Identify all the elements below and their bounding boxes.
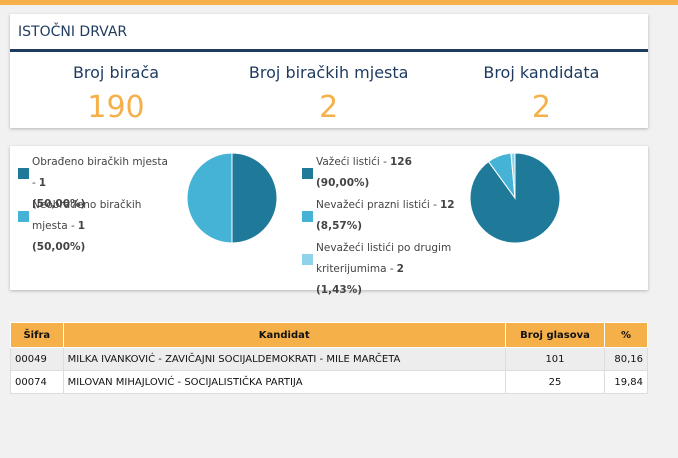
legend-swatch [302,254,313,265]
legend-percent: (90,00%) [316,177,370,189]
legend-swatch [302,168,313,179]
legend-value: 126 [389,156,412,168]
pie-slice [186,152,233,244]
legend-text: Neobrađeno biračkih mjesta -1 (50,00%) [32,195,172,258]
legend-percent: (1,43%) [316,284,363,296]
table-cell: 80,16 [604,347,648,371]
legend-text: Obrađeno biračkih mjesta -1 (50,00%) [32,152,172,215]
pie-slice [510,152,516,199]
pie-slice [231,152,278,244]
legend-percent: (50,00%) [32,241,86,253]
legend-value: 12 [439,199,455,211]
legend-swatch [18,211,29,222]
legend-value: 1 [77,220,86,232]
stat-value: 2 [531,90,551,125]
legend-percent: (8,57%) [316,220,363,232]
stat-label: Broj birača [72,63,160,82]
table-row: 00074 MILOVAN MIHAJLOVIĆ - SOCIJALISTIČKA… [10,370,648,394]
top-bar [0,0,678,5]
column-header: Broj glasova [504,322,606,348]
legend-text: Nevažeći listići po drugim kriterijumima… [316,238,456,301]
table-cell: 00074 [10,370,64,394]
table-cell: 19,84 [604,370,648,394]
results-table: Šifra Kandidat Broj glasova% 00049 MILKA IVA… [10,322,648,394]
column-header: Kandidat [62,322,506,348]
stat-value: 190 [87,90,145,125]
stat-label: Broj kandidata [483,63,600,82]
table-cell: 25 [504,370,606,394]
table-cell: 101 [504,347,606,371]
divider [10,49,648,52]
legend-value: 2 [396,263,404,275]
legend-label: Nevažeći prazni listići - [316,199,437,211]
summary-card [10,14,648,128]
legend-label: Nevažeći listići po drugim kriterijumima… [316,242,452,275]
table-row: 00049 MILKA IVANKOVIĆ - ZAVIČAJNI SOCIJAL… [10,347,648,371]
legend-text: Nevažeći prazni listići -12 (8,57%) [316,195,456,237]
table-cell: MILKA IVANKOVIĆ - ZAVIČAJNI SOCIJALDEMOK… [62,347,506,371]
column-header: % [604,322,648,348]
legend-value: 1 [38,177,47,189]
title: ISTOČNI DRVAR [18,24,128,40]
stat-value: 2 [319,90,339,125]
legend-swatch [302,211,313,222]
table-cell: MILOVAN MIHAJLOVIĆ - SOCIJALISTIČKA PART… [62,370,506,394]
legend-percent: (50,00%) [32,198,86,210]
legend-label: Važeći listići - [316,156,387,168]
table-cell: 00049 [10,347,64,371]
legend-swatch [18,168,29,179]
legend-label: Neobrađeno biračkih mjesta - [32,199,142,232]
column-header: Šifra [10,322,64,348]
legend-label: Obrađeno biračkih mjesta - [32,156,168,189]
stat-label: Broj biračkih mjesta [248,63,409,82]
legend-text: Važeći listići -126 (90,00%) [316,152,456,194]
